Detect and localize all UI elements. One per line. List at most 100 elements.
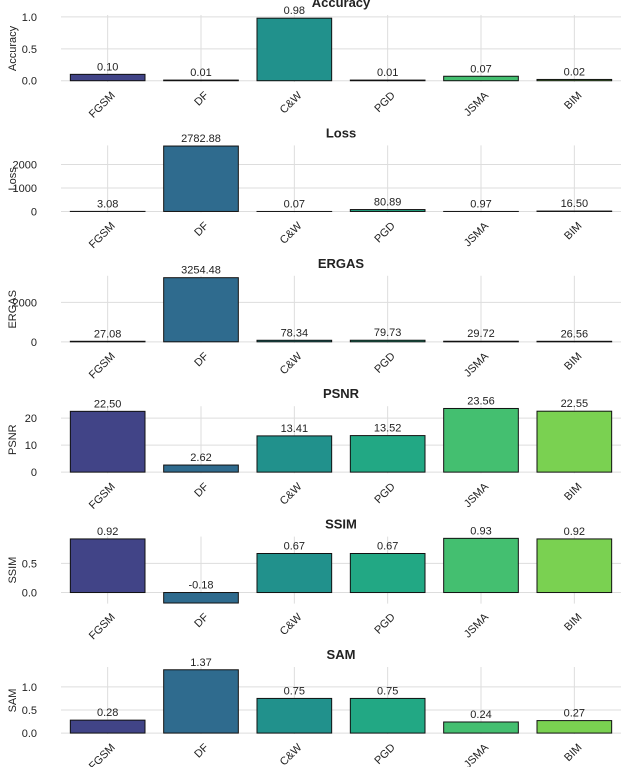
data-label: 0.10: [97, 61, 118, 73]
bar: [443, 75, 519, 82]
bar: [69, 73, 146, 82]
bar: [69, 410, 146, 473]
data-label: 22.50: [94, 398, 122, 410]
data-label: 0.75: [284, 685, 305, 697]
x-tick-label: FGSM: [87, 611, 118, 642]
data-label: 0.07: [284, 198, 305, 210]
data-label: 0.92: [564, 526, 585, 538]
x-tick-label: JSMA: [462, 611, 492, 641]
x-tick-label: DF: [192, 611, 211, 630]
y-axis-label: Loss: [7, 167, 19, 191]
data-label: 22.55: [561, 398, 589, 410]
data-label: 0.92: [97, 526, 118, 538]
x-tick-label: FGSM: [87, 350, 118, 381]
bar: [443, 537, 519, 594]
data-label: 0.01: [190, 67, 211, 79]
x-tick-label: FGSM: [87, 90, 118, 121]
chart-title: SSIM: [325, 517, 357, 532]
data-label: 1.37: [190, 657, 211, 669]
y-tick-label: 1.0: [22, 682, 37, 694]
bar: [256, 435, 333, 473]
y-tick-label: 1.0: [22, 12, 37, 24]
y-tick-label: 0.0: [22, 728, 37, 740]
data-label: 0.28: [97, 707, 118, 719]
x-tick-label: PGD: [372, 611, 397, 636]
x-tick-label: JSMA: [462, 741, 492, 767]
x-tick-label: FGSM: [87, 220, 118, 251]
bar: [163, 277, 239, 343]
data-label: 79.73: [374, 327, 402, 339]
x-tick-label: C&W: [278, 350, 305, 377]
data-label: -0.18: [188, 580, 213, 592]
bar: [163, 464, 239, 473]
x-tick-label: FGSM: [87, 742, 118, 767]
data-label: 0.24: [470, 709, 491, 721]
bar: [349, 339, 426, 343]
bar: [163, 669, 239, 734]
data-label: 2782.88: [181, 133, 221, 145]
data-label: 27.08: [94, 328, 122, 340]
data-label: 0.67: [284, 540, 305, 552]
data-label: 2.62: [190, 452, 211, 464]
bar: [256, 17, 333, 82]
bar: [349, 552, 426, 594]
x-tick-label: C&W: [278, 611, 305, 638]
bar: [163, 592, 239, 604]
x-tick-label: C&W: [278, 741, 305, 767]
y-tick-label: 20: [25, 413, 37, 425]
x-tick-label: DF: [192, 481, 211, 500]
y-tick-label: 10: [25, 440, 37, 452]
bar: [69, 719, 146, 734]
x-tick-label: PGD: [372, 220, 397, 245]
bar: [163, 145, 239, 212]
y-axis-label: ERGAS: [7, 290, 19, 329]
bar: [536, 410, 613, 473]
bar: [443, 721, 519, 734]
x-tick-label: BIM: [562, 350, 584, 372]
bar: [69, 538, 146, 594]
bar: [349, 209, 426, 212]
data-label: 0.07: [470, 63, 491, 75]
x-tick-label: BIM: [562, 90, 584, 112]
bar: [256, 339, 333, 343]
data-label: 0.67: [377, 540, 398, 552]
y-axis-label: Accuracy: [7, 25, 19, 71]
data-label: 0.98: [284, 5, 305, 17]
chart-title: Accuracy: [312, 0, 371, 10]
x-tick-label: PGD: [372, 481, 397, 506]
x-tick-label: DF: [192, 89, 211, 108]
y-tick-label: 0.0: [22, 588, 37, 600]
x-tick-label: DF: [192, 350, 211, 369]
data-label: 0.27: [564, 708, 585, 720]
bar: [443, 407, 519, 473]
chart-title: ERGAS: [318, 256, 365, 271]
x-tick-label: FGSM: [87, 481, 118, 512]
x-tick-label: JSMA: [462, 220, 492, 250]
y-tick-label: 0.5: [22, 558, 37, 570]
data-label: 3.08: [97, 198, 118, 210]
data-label: 13.41: [281, 423, 309, 435]
data-label: 26.56: [561, 328, 589, 340]
bar: [163, 79, 239, 82]
x-tick-label: C&W: [278, 89, 305, 116]
data-label: 0.97: [470, 198, 491, 210]
x-tick-label: PGD: [372, 90, 397, 115]
x-tick-label: BIM: [562, 481, 584, 503]
data-label: 16.50: [561, 198, 589, 210]
y-tick-label: 1000: [13, 183, 37, 195]
data-label: 0.01: [377, 67, 398, 79]
y-tick-label: 0.5: [22, 705, 37, 717]
data-label: 80.89: [374, 197, 402, 209]
data-label: 0.02: [564, 66, 585, 78]
y-tick-label: 2000: [13, 297, 37, 309]
data-label: 0.93: [470, 525, 491, 537]
x-tick-label: JSMA: [462, 480, 492, 510]
bar: [536, 340, 613, 343]
bar: [349, 79, 426, 82]
data-label: 0.75: [377, 685, 398, 697]
chart-title: PSNR: [323, 386, 360, 401]
y-axis-label: SAM: [7, 689, 19, 713]
x-tick-label: JSMA: [462, 350, 492, 380]
bar: [443, 340, 519, 343]
